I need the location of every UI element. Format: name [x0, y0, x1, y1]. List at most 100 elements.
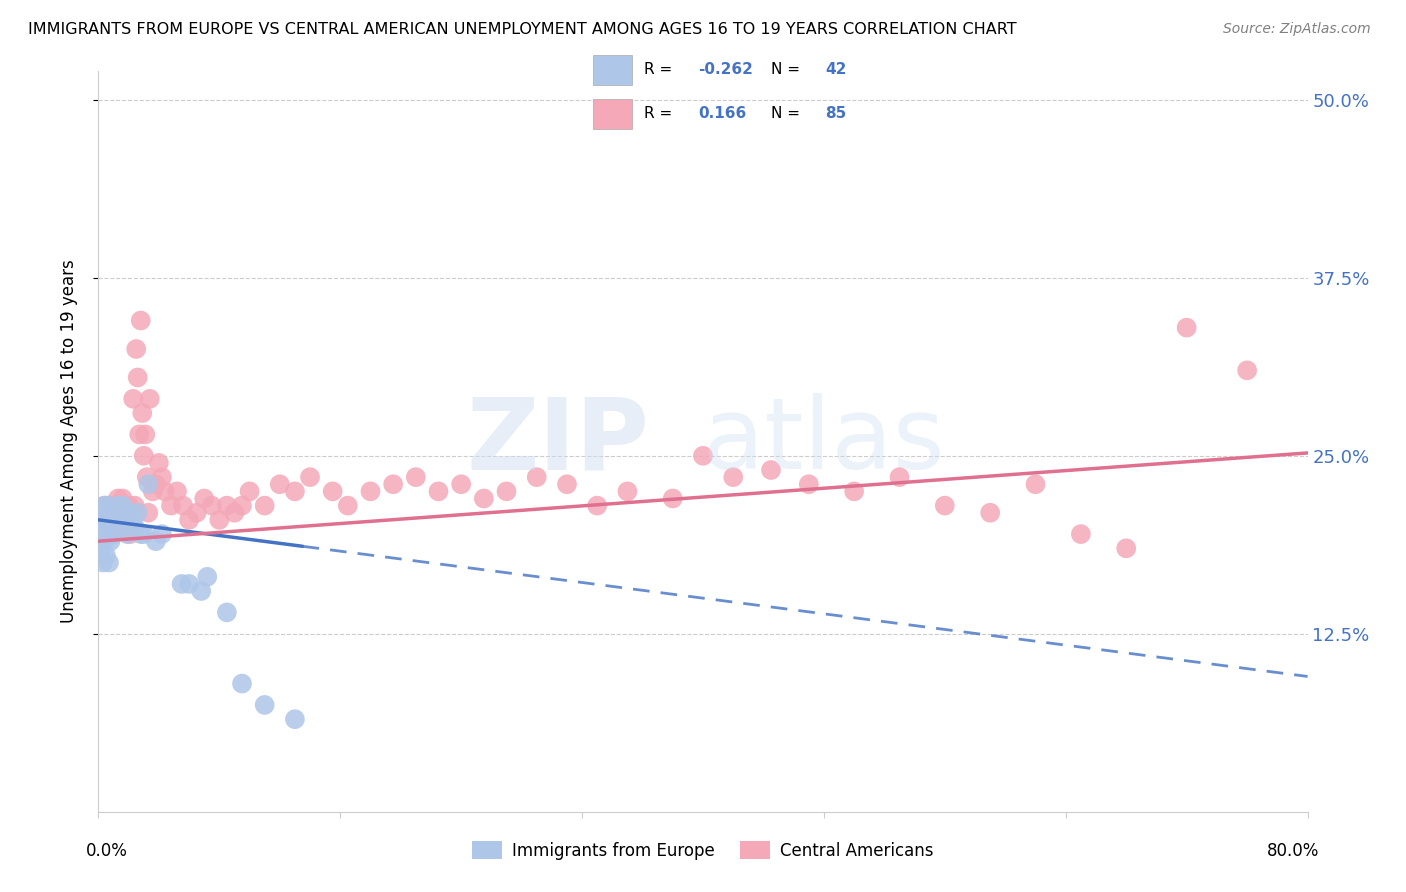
Point: [193, 491, 215, 506]
Point: [98, 499, 121, 513]
Point: [139, 392, 162, 406]
Point: [135, 470, 157, 484]
Point: [148, 456, 170, 470]
Text: N =: N =: [770, 106, 804, 121]
Point: [1236, 363, 1258, 377]
FancyBboxPatch shape: [592, 55, 631, 85]
Point: [142, 484, 165, 499]
Point: [179, 513, 201, 527]
Point: [121, 513, 143, 527]
Point: [93, 499, 115, 513]
Point: [215, 499, 238, 513]
Point: [120, 506, 142, 520]
Point: [472, 491, 495, 506]
Text: N =: N =: [770, 62, 804, 78]
Point: [759, 463, 782, 477]
Point: [122, 392, 145, 406]
Point: [124, 520, 146, 534]
Point: [450, 477, 472, 491]
Point: [186, 506, 208, 520]
Point: [107, 506, 129, 520]
Point: [215, 606, 238, 620]
Point: [112, 506, 135, 520]
Point: [526, 470, 548, 484]
Point: [104, 499, 127, 513]
Point: [224, 506, 246, 520]
Point: [105, 513, 128, 527]
Legend: Immigrants from Europe, Central Americans: Immigrants from Europe, Central American…: [465, 835, 941, 866]
Point: [111, 491, 134, 506]
Point: [94, 513, 117, 527]
Point: [90, 520, 112, 534]
Point: [586, 499, 609, 513]
Point: [1175, 320, 1198, 334]
Point: [231, 499, 253, 513]
Point: [108, 520, 131, 534]
Point: [111, 499, 134, 513]
Point: [231, 676, 253, 690]
Point: [269, 477, 291, 491]
Point: [145, 477, 167, 491]
Point: [93, 499, 115, 513]
Point: [382, 477, 405, 491]
Point: [190, 584, 212, 599]
Point: [692, 449, 714, 463]
Point: [103, 527, 125, 541]
Point: [131, 406, 153, 420]
Point: [90, 541, 112, 556]
Text: R =: R =: [644, 106, 678, 121]
Point: [723, 470, 745, 484]
Point: [107, 491, 129, 506]
Point: [208, 513, 231, 527]
Point: [125, 342, 148, 356]
Point: [93, 534, 115, 549]
Point: [129, 527, 152, 541]
Point: [1024, 477, 1046, 491]
Text: 80.0%: 80.0%: [1267, 842, 1320, 860]
Point: [96, 520, 118, 534]
Point: [96, 513, 118, 527]
Point: [132, 527, 155, 541]
Point: [101, 506, 124, 520]
Point: [114, 513, 136, 527]
Point: [105, 513, 128, 527]
Point: [555, 477, 578, 491]
Point: [336, 499, 359, 513]
Point: [195, 570, 218, 584]
Text: R =: R =: [644, 62, 678, 78]
Point: [322, 484, 344, 499]
Point: [91, 513, 114, 527]
Point: [94, 549, 117, 563]
Point: [889, 470, 911, 484]
Point: [89, 527, 111, 541]
Point: [136, 506, 159, 520]
Point: [934, 499, 956, 513]
Point: [284, 484, 307, 499]
Point: [120, 527, 142, 541]
Point: [94, 506, 117, 520]
Point: [150, 527, 173, 541]
Point: [108, 499, 131, 513]
Point: [132, 449, 155, 463]
Point: [179, 577, 201, 591]
Text: 42: 42: [825, 62, 846, 78]
Point: [134, 427, 156, 442]
Point: [661, 491, 683, 506]
Point: [1115, 541, 1137, 556]
Point: [239, 484, 262, 499]
Point: [100, 506, 122, 520]
Text: atlas: atlas: [703, 393, 945, 490]
Point: [91, 520, 114, 534]
Point: [166, 484, 188, 499]
Point: [128, 427, 150, 442]
Point: [129, 313, 152, 327]
Point: [405, 470, 427, 484]
Point: [427, 484, 450, 499]
Point: [495, 484, 517, 499]
Point: [979, 506, 1001, 520]
Point: [616, 484, 638, 499]
Point: [172, 499, 194, 513]
Point: [90, 506, 112, 520]
Text: ZIP: ZIP: [467, 393, 650, 490]
Point: [145, 534, 167, 549]
